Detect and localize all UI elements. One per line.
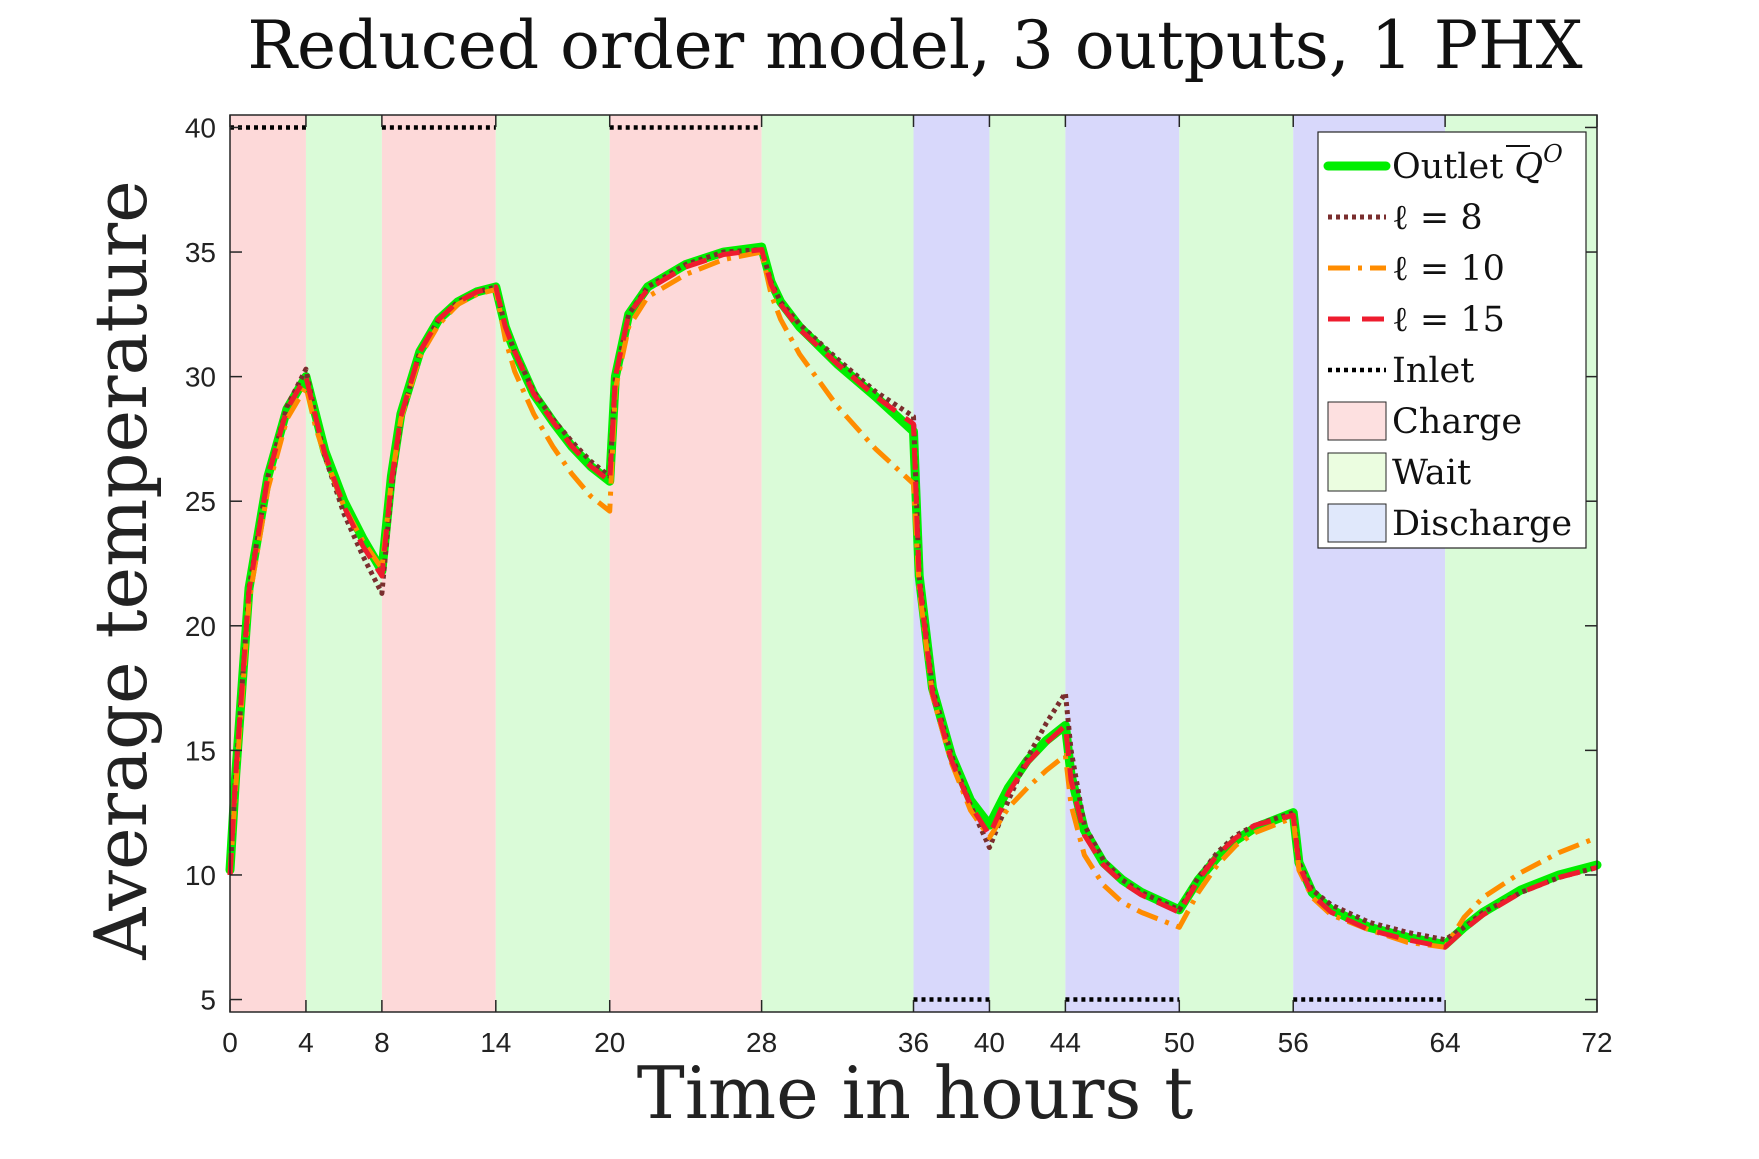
y-tick-label: 25	[185, 486, 216, 517]
legend: Outlet QO ℓ = 8 ℓ = 10 ℓ = 15 Inlet Charge Wai…	[1317, 131, 1587, 549]
x-tick-label: 44	[1050, 1027, 1081, 1058]
y-tick-label: 5	[200, 985, 216, 1016]
legend-patch-charge	[1327, 401, 1387, 441]
axes: 0 4 8 14 20 28 36 40 44 50 56 64 72 5 10 15 20 25 30 35 40	[185, 112, 1613, 1058]
x-tick-label: 28	[746, 1027, 777, 1058]
legend-patch-wait	[1327, 452, 1387, 492]
series-3-line	[227, 247, 1598, 950]
x-tick-label: 4	[298, 1027, 314, 1058]
legend-label-0: Outlet QO	[1392, 140, 1563, 187]
x-tick-label: 8	[374, 1027, 390, 1058]
y-tick-label: 35	[185, 237, 216, 268]
phase-bands	[230, 115, 1597, 1012]
x-axis-label: Time in hours t	[637, 1051, 1193, 1135]
phase-band-wait-9	[1179, 115, 1294, 1012]
legend-label-wait: Wait	[1392, 453, 1471, 493]
y-tick-label: 20	[185, 611, 216, 642]
phase-band-wait-7	[989, 115, 1066, 1012]
phase-band-discharge-8	[1065, 115, 1180, 1012]
legend-patch-discharge	[1327, 503, 1387, 543]
y-tick-label: 30	[185, 362, 216, 393]
x-tick-label: 36	[898, 1027, 929, 1058]
x-tick-label: 14	[480, 1027, 511, 1058]
y-tick-label: 40	[185, 112, 216, 143]
x-tick-label: 50	[1164, 1027, 1195, 1058]
legend-label-1: ℓ = 8	[1392, 198, 1483, 238]
y-tick-label: 15	[185, 735, 216, 766]
phase-band-wait-1	[305, 115, 382, 1012]
x-tick-label: 56	[1278, 1027, 1309, 1058]
x-tick-label: 20	[594, 1027, 625, 1058]
legend-label-3: ℓ = 15	[1392, 300, 1505, 340]
series-lines	[225, 125, 1602, 1002]
x-tick-label: 72	[1581, 1027, 1612, 1058]
legend-label-2: ℓ = 10	[1392, 249, 1505, 289]
x-tick-label: 40	[974, 1027, 1005, 1058]
phase-band-discharge-6	[913, 115, 990, 1012]
phase-band-wait-3	[495, 115, 610, 1012]
y-axis-label: Average temperature	[79, 180, 163, 960]
chart-title: Reduced order model, 3 outputs, 1 PHX	[247, 7, 1582, 84]
legend-label-discharge: Discharge	[1392, 504, 1572, 544]
phase-band-charge-2	[381, 115, 496, 1012]
x-tick-label: 64	[1430, 1027, 1461, 1058]
y-tick-label: 10	[185, 860, 216, 891]
phase-band-charge-0	[230, 115, 306, 1012]
x-tick-label: 0	[222, 1027, 238, 1058]
legend-label-charge: Charge	[1392, 402, 1522, 442]
phase-band-wait-5	[761, 115, 914, 1012]
legend-label-4: Inlet	[1392, 351, 1474, 391]
